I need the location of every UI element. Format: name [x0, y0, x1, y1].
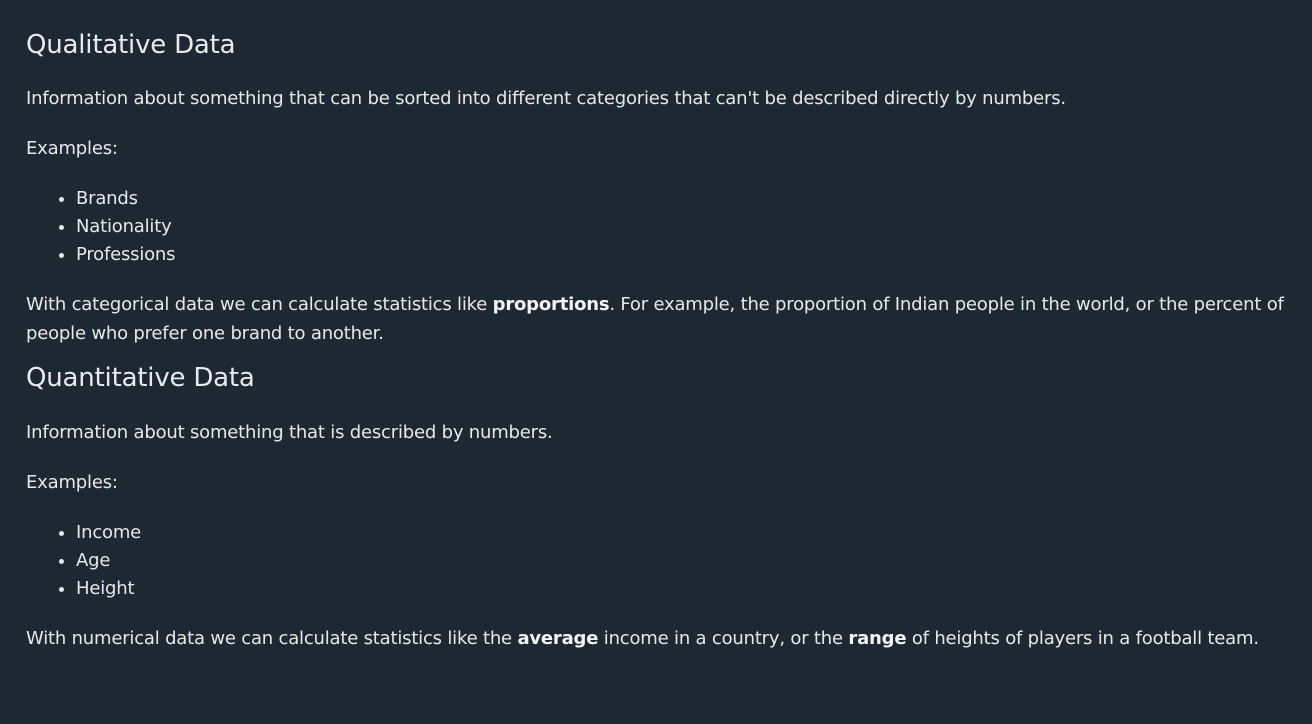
qualitative-para-after: . For example, the proportion of Indian …: [26, 294, 1284, 344]
quantitative-para-before: With numerical data we can calculate sta…: [26, 628, 518, 649]
qualitative-para-before: With categorical data we can calculate s…: [26, 294, 493, 315]
qualitative-description: Information about something that can be …: [26, 88, 1066, 109]
quantitative-description: Information about something that is desc…: [26, 422, 553, 443]
quantitative-examples-list: Income Age Height: [26, 519, 1286, 603]
quantitative-examples-label: Examples:: [26, 472, 118, 493]
list-item: Professions: [76, 241, 1286, 269]
list-item: Age: [76, 547, 1286, 575]
list-item: Income: [76, 519, 1286, 547]
quantitative-heading: Quantitative Data: [26, 363, 255, 393]
qualitative-examples-label: Examples:: [26, 138, 118, 159]
quantitative-statistics-paragraph: With numerical data we can calculate sta…: [26, 624, 1286, 653]
quantitative-para-mid: income in a country, or the: [598, 628, 849, 649]
list-item: Nationality: [76, 213, 1286, 241]
qualitative-examples-list: Brands Nationality Professions: [26, 185, 1286, 269]
qualitative-statistics-paragraph: With categorical data we can calculate s…: [26, 290, 1286, 348]
quantitative-para-bold-average: average: [517, 628, 599, 649]
list-item: Height: [76, 575, 1286, 603]
quantitative-para-bold-range: range: [848, 628, 907, 649]
quantitative-para-after: of heights of players in a football team…: [906, 628, 1259, 649]
qualitative-para-bold: proportions: [492, 294, 610, 315]
qualitative-heading: Qualitative Data: [26, 30, 236, 60]
list-item: Brands: [76, 185, 1286, 213]
